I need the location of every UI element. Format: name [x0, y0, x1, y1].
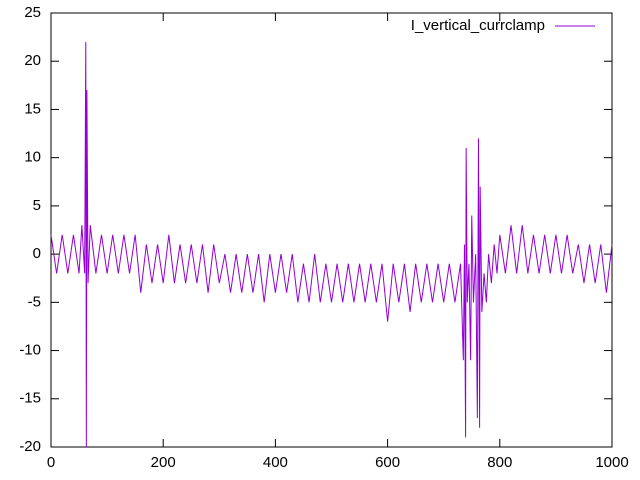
y-tick-label: -10	[19, 342, 41, 359]
y-tick-label: 20	[24, 52, 41, 69]
data-line	[50, 41, 613, 448]
y-tick-label: 5	[33, 197, 41, 214]
legend-label: I_vertical_currclamp	[411, 17, 545, 34]
x-tick-label: 600	[375, 454, 400, 471]
y-tick-label: 0	[33, 245, 41, 262]
y-tick-label: 10	[24, 149, 41, 166]
plot-frame	[50, 12, 613, 448]
y-tick-label: 25	[24, 4, 41, 21]
x-tick-label: 200	[151, 454, 176, 471]
y-tick-label: 15	[24, 100, 41, 117]
y-tick-label: -15	[19, 390, 41, 407]
x-tick-label: 400	[263, 454, 288, 471]
x-tick-label: 800	[487, 454, 512, 471]
y-tick-label: -20	[19, 438, 41, 455]
x-tick-label: 0	[47, 454, 55, 471]
x-tick-label: 1000	[595, 454, 628, 471]
y-tick-label: -5	[28, 293, 41, 310]
